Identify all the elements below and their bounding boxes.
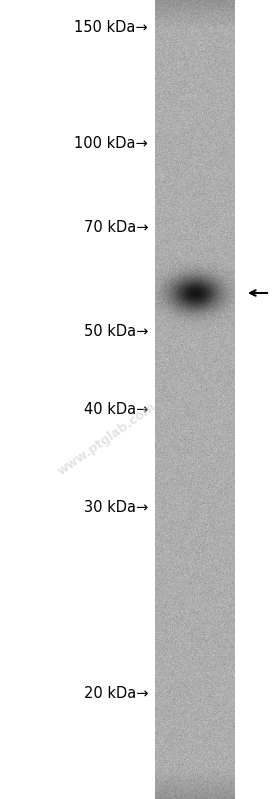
Text: 30 kDa→: 30 kDa→: [84, 500, 148, 515]
Text: www.ptglab.com: www.ptglab.com: [55, 400, 158, 479]
Text: 150 kDa→: 150 kDa→: [74, 19, 148, 34]
Text: 40 kDa→: 40 kDa→: [84, 402, 148, 416]
Text: 50 kDa→: 50 kDa→: [84, 324, 148, 340]
Text: 100 kDa→: 100 kDa→: [74, 136, 148, 150]
Text: 70 kDa→: 70 kDa→: [83, 221, 148, 236]
Text: 20 kDa→: 20 kDa→: [83, 686, 148, 701]
